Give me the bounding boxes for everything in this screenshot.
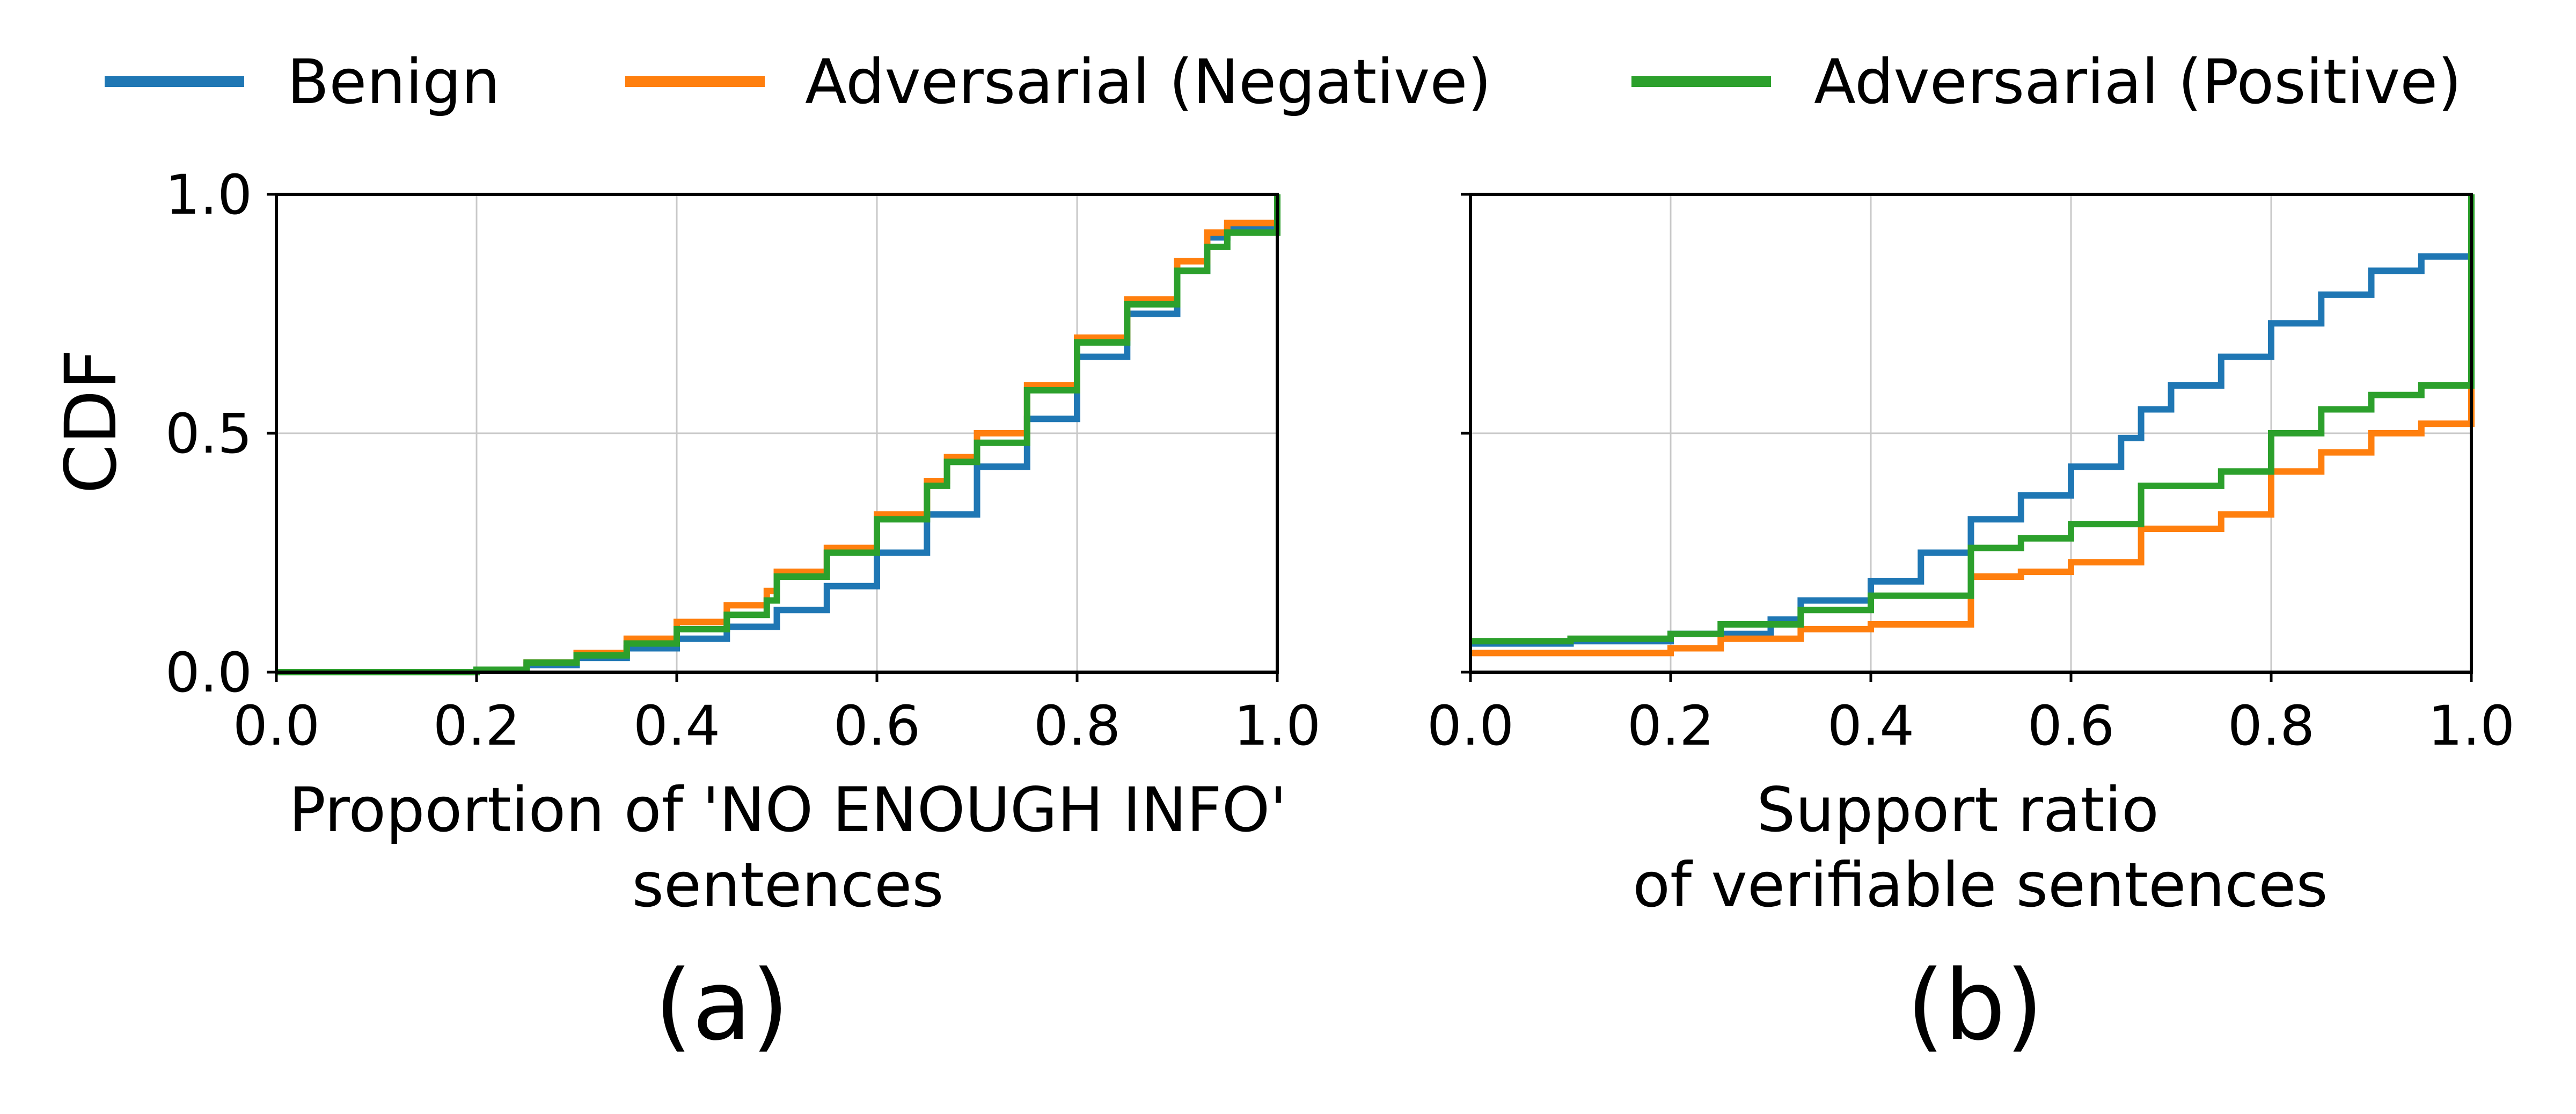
panel-a-xtick-label-4: 0.8 xyxy=(1034,694,1121,758)
panel-b-series-adversarial-positive xyxy=(1470,194,2475,645)
panel-a-xtick-label-2: 0.4 xyxy=(633,694,720,758)
panel-b-xlabel-line2: of verifiable sentences xyxy=(1633,849,2328,921)
panel-a-label: (a) xyxy=(655,950,789,1062)
panel-a-xtick-label-0: 0.0 xyxy=(233,694,320,758)
panel-b-series-adversarial-negative xyxy=(1470,194,2475,657)
panel-b-xtick-label-0: 0.0 xyxy=(1427,694,1514,758)
panel-a-ytick-label-0: 0.0 xyxy=(165,641,252,705)
panel-a-xtick-label-1: 0.2 xyxy=(433,694,520,758)
panel-a-series-adversarial-positive xyxy=(276,194,1280,675)
panel-b-xtick-label-1: 0.2 xyxy=(1627,694,1714,758)
legend: Benign Adversarial (Negative) Adversaria… xyxy=(105,46,2462,118)
panel-a-ticks: 0.0 0.2 0.4 0.6 0.8 1.0 0.0 0.5 1.0 xyxy=(165,163,1321,758)
panel-a-xtick-label-5: 1.0 xyxy=(1234,694,1321,758)
panel-b-series-benign xyxy=(1470,194,2475,647)
panel-b-xtick-label-3: 0.6 xyxy=(2028,694,2114,758)
panel-a-ytick-label-1: 0.5 xyxy=(165,402,252,466)
y-axis-label: CDF xyxy=(50,349,133,494)
panel-a-series xyxy=(276,194,1280,675)
panel-b-xtick-label-2: 0.4 xyxy=(1827,694,1914,758)
panel-a-ytick-label-2: 1.0 xyxy=(165,163,252,227)
panel-a-xtick-label-3: 0.6 xyxy=(833,694,920,758)
panel-b-series xyxy=(1470,194,2475,657)
legend-label-adversarial-negative: Adversarial (Negative) xyxy=(805,46,1491,118)
panel-a-xlabel-line1: Proportion of 'NO ENOUGH INFO' xyxy=(289,774,1286,846)
panel-b-xlabel-line1: Support ratio xyxy=(1757,774,2159,846)
panel-a-xlabel-line2: sentences xyxy=(632,849,943,921)
panel-b: 0.0 0.2 0.4 0.6 0.8 1.0 Support ratio of veri… xyxy=(1427,193,2515,1062)
panel-a: 0.0 0.2 0.4 0.6 0.8 1.0 0.0 0.5 1.0 Proportion o… xyxy=(165,163,1321,1062)
legend-label-benign: Benign xyxy=(287,46,500,118)
panel-b-ticks: 0.0 0.2 0.4 0.6 0.8 1.0 xyxy=(1427,193,2515,758)
legend-label-adversarial-positive: Adversarial (Positive) xyxy=(1814,46,2462,118)
panel-b-xtick-label-5: 1.0 xyxy=(2428,694,2515,758)
panel-b-label: (b) xyxy=(1907,950,2044,1062)
panel-b-xtick-label-4: 0.8 xyxy=(2228,694,2315,758)
